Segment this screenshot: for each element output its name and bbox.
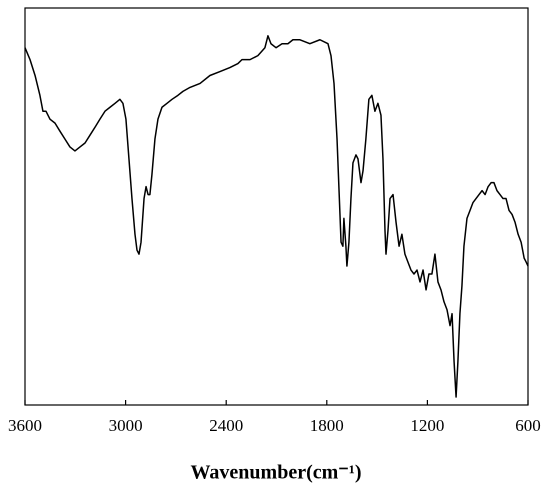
x-tick-label: 1800 [310,416,344,435]
x-tick-label: 3600 [8,416,42,435]
x-tick-label: 600 [515,416,541,435]
spectrum-line [24,35,529,398]
x-tick-label: 2400 [209,416,243,435]
x-tick-label: 3000 [109,416,143,435]
plot-frame [24,7,529,406]
x-axis-label: Wavenumber(cm⁻¹) [191,462,362,484]
x-tick-label: 1200 [410,416,444,435]
